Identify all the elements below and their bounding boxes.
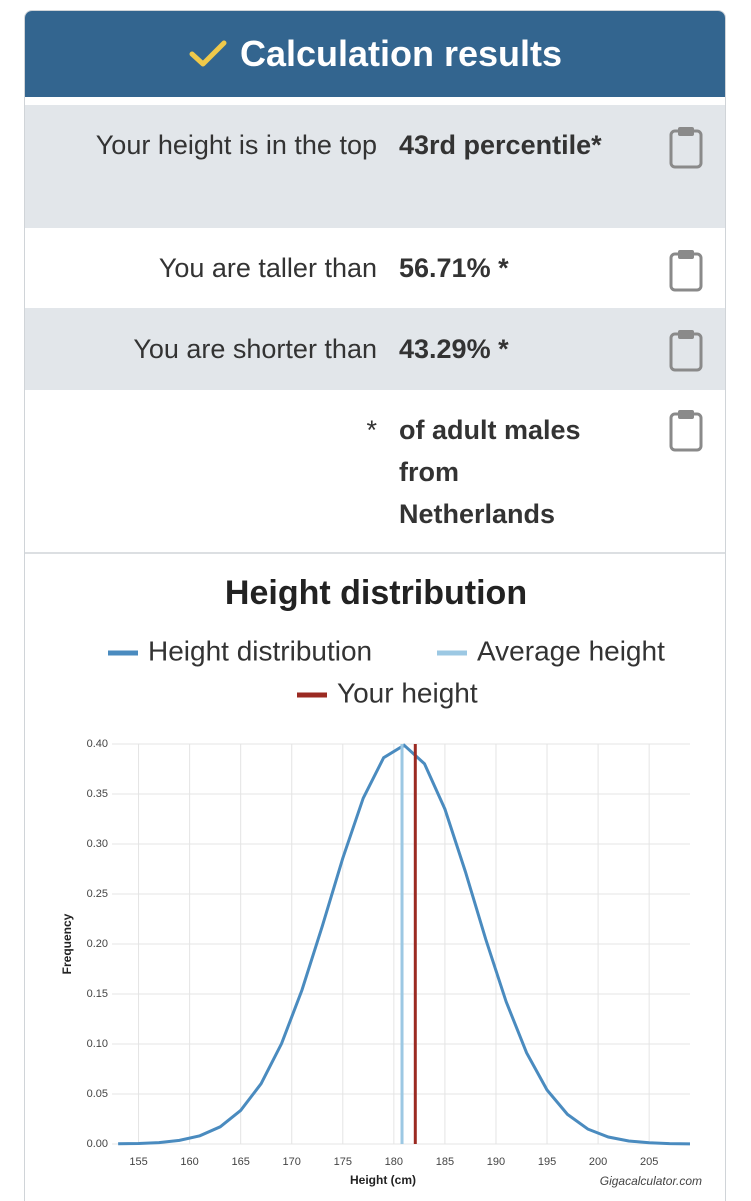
chart: Height distribution Height (cm) Frequenc… [60, 574, 702, 1188]
results-card [24, 10, 726, 1201]
y-tick-label: 0.00 [87, 1138, 108, 1150]
result-row: You are taller than 56.71% * [25, 228, 725, 308]
header: Calculation results [25, 11, 725, 97]
x-tick-label: 165 [231, 1156, 249, 1168]
copy-button[interactable] [667, 125, 707, 171]
result-row: Your height is in the top 43rd percentil… [25, 105, 725, 228]
y-tick-label: 0.05 [87, 1088, 108, 1100]
x-tick-label: 160 [180, 1156, 198, 1168]
y-tick-label: 0.15 [87, 988, 108, 1000]
row-value: 43rd percentile* [399, 130, 602, 160]
separator [25, 552, 725, 554]
y-tick-label: 0.25 [87, 888, 108, 900]
y-tick-label: 0.30 [87, 838, 108, 850]
copy-button[interactable] [667, 408, 707, 454]
x-tick-label: 170 [283, 1156, 301, 1168]
x-tick-label: 175 [334, 1156, 352, 1168]
legend-label: Average height [477, 635, 665, 666]
x-tick-label: 190 [487, 1156, 505, 1168]
copy-button[interactable] [667, 328, 707, 374]
series-line [118, 743, 691, 1146]
chart-title: Height distribution [225, 574, 527, 612]
credit: Gigacalculator.com [600, 1174, 702, 1188]
row-label: Your height is in the top [95, 130, 377, 160]
y-tick-label: 0.20 [87, 938, 108, 950]
result-row: * of adult males from Netherlands [25, 390, 725, 552]
x-tick-label: 185 [436, 1156, 454, 1168]
row-value: of adult males from Netherlands [399, 415, 581, 529]
row-label: You are taller than [158, 253, 377, 283]
row-value: 56.71% * [399, 253, 509, 283]
legend-label: Height distribution [148, 635, 372, 666]
header-title: Calculation results [239, 33, 563, 74]
y-tick-label: 0.10 [87, 1038, 108, 1050]
y-tick-label: 0.35 [87, 788, 108, 800]
row-label: You are shorter than [133, 334, 377, 364]
y-tick-label: 0.40 [87, 738, 108, 750]
x-tick-label: 155 [129, 1156, 147, 1168]
x-tick-label: 195 [538, 1156, 556, 1168]
x-tick-label: 180 [385, 1156, 403, 1168]
legend-label: Your height [337, 677, 478, 708]
x-axis-label: Height (cm) [350, 1173, 416, 1187]
row-value: 43.29% * [399, 334, 509, 364]
copy-button[interactable] [667, 248, 707, 294]
y-axis-label: Frequency [60, 913, 74, 974]
x-tick-label: 200 [589, 1156, 607, 1168]
check-icon [189, 40, 227, 67]
x-tick-label: 205 [640, 1156, 658, 1168]
result-row: You are shorter than 43.29% * [25, 308, 725, 390]
row-label: * [366, 415, 377, 445]
